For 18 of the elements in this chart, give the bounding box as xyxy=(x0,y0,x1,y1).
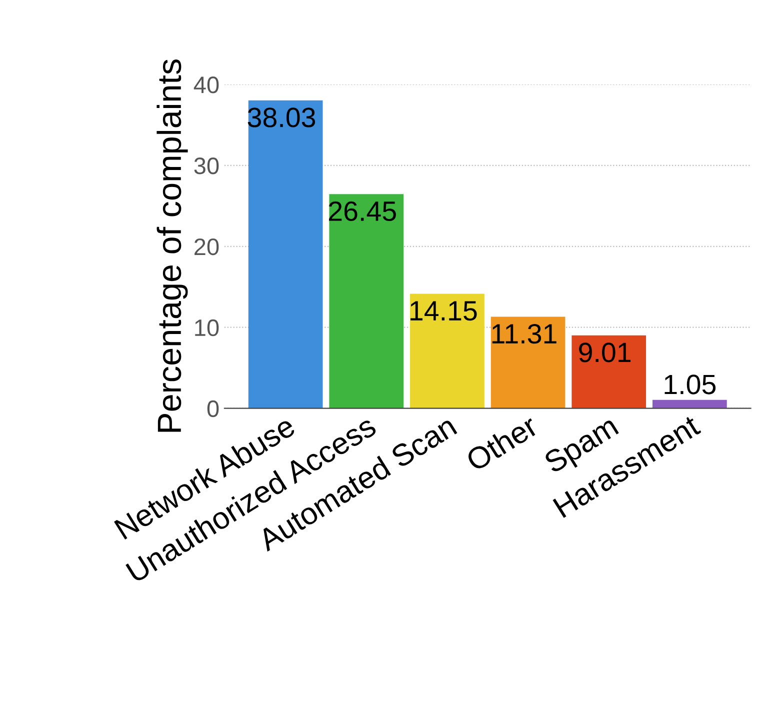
y-axis-title: Percentage of complaints xyxy=(156,60,188,432)
data-label: 1.05 xyxy=(664,374,716,394)
y-tick-label: 0 xyxy=(207,400,219,418)
bar xyxy=(329,194,404,408)
data-label: 9.01 xyxy=(579,342,630,362)
x-tick-label: Other xyxy=(464,413,540,472)
bar xyxy=(248,100,323,408)
y-tick-label: 10 xyxy=(195,319,219,336)
bar xyxy=(572,335,646,408)
data-label: 11.31 xyxy=(492,324,556,344)
y-tick-label: 20 xyxy=(194,238,219,256)
bar xyxy=(410,294,484,408)
bar xyxy=(490,316,566,408)
y-tick-label: 40 xyxy=(194,76,219,94)
data-label: 14.15 xyxy=(410,301,477,321)
data-label: 26.45 xyxy=(328,201,396,222)
y-tick-label: 30 xyxy=(194,158,219,174)
bar xyxy=(652,400,727,408)
